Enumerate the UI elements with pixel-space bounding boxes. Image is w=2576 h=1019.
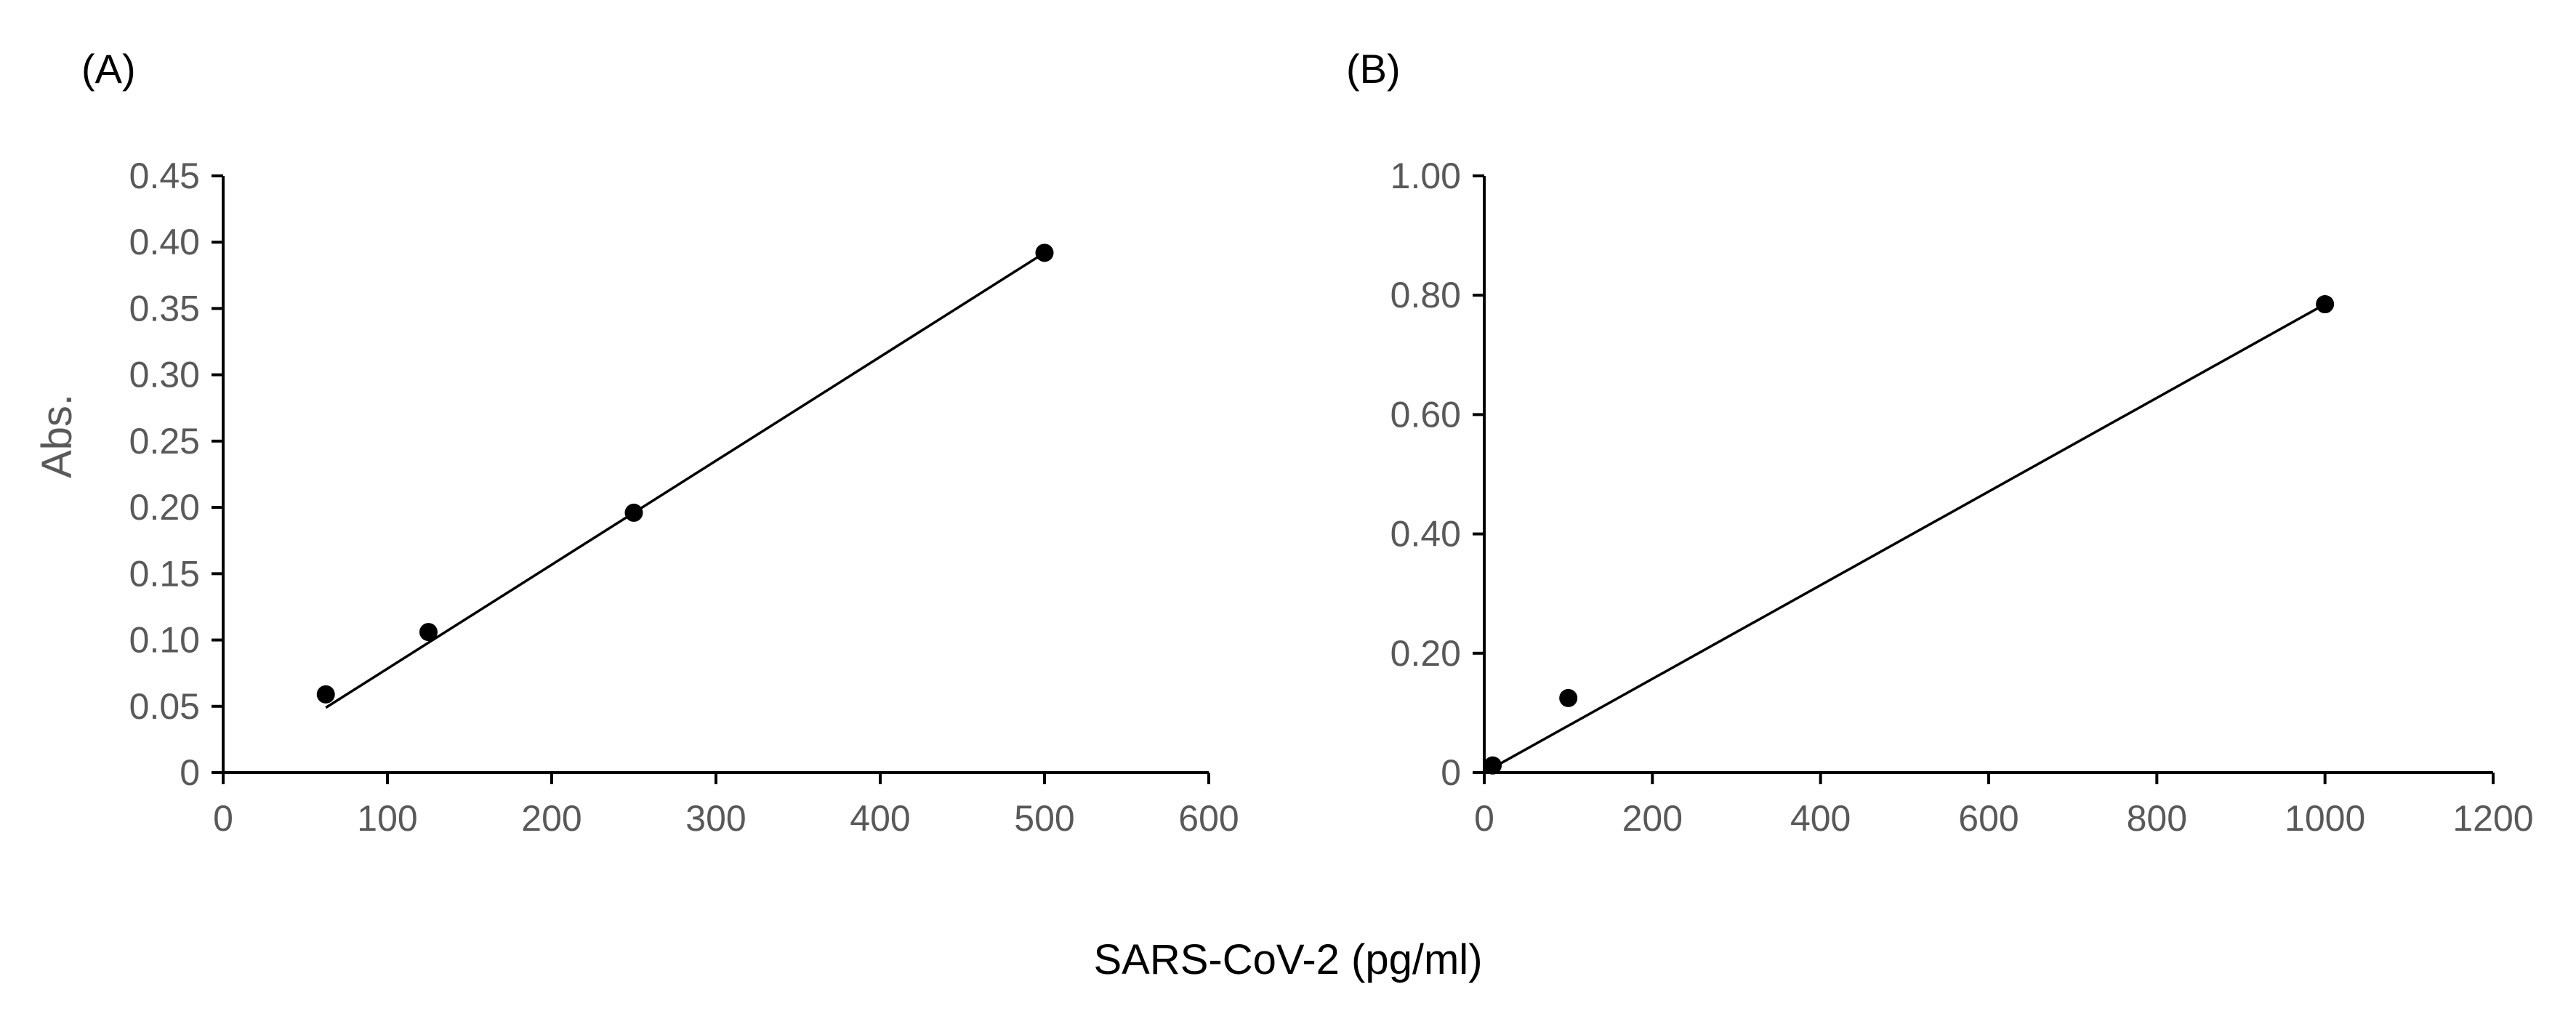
panel-a-y-tick-label: 0 [180,752,200,793]
panel-b-x-tick-label: 0 [1474,798,1494,839]
panel-a-label: (A) [81,46,136,92]
panel-b-x-tick-label: 1200 [2452,798,2533,839]
panel-a-x-tick-label: 600 [1178,798,1239,839]
panel-a-data-point [419,623,438,642]
panel-b-y-tick-label: 0.40 [1390,514,1461,555]
panel-b-x-ticks: 0 200 400 600 800 1000 1200 [1474,773,2534,839]
panel-a-y-tick-label: 0.40 [129,222,200,262]
panel-a-y-tick-label: 0.05 [129,686,200,727]
panel-b-data-point [1559,688,1578,707]
panel-b-y-tick-label: 1.00 [1390,156,1461,196]
panel-b-y-ticks: 0 0.20 0.40 0.60 0.80 1.00 [1390,156,1484,793]
panel-a-y-tick-label: 0.20 [129,487,200,528]
panel-a-x-tick-label: 200 [521,798,581,839]
panel-a-trendline [325,251,1045,709]
panel-a-points [316,243,1054,704]
panel-b-y-tick-label: 0 [1441,752,1461,793]
panel-b-y-tick-label: 0.20 [1390,633,1461,674]
panel-a-data-point [624,503,643,522]
panel-b-label: (B) [1346,46,1401,92]
panel-a-y-tick-label: 0.30 [129,355,200,395]
panel-a-y-tick-label: 0.15 [129,553,200,594]
panel-b-x-tick-label: 400 [1790,798,1851,839]
panel-a: (A) Abs. 0 0.05 0.10 0.15 0.20 0.25 0.30 0.35 0.… [33,46,1239,839]
panel-b-data-point [1484,756,1502,775]
panel-b: (B) 0 0.20 0.40 0.60 0.80 1.00 0 200 400 600 800 1… [1346,46,2534,839]
panel-b-y-tick-label: 0.80 [1390,275,1461,315]
panel-b-y-tick-label: 0.60 [1390,394,1461,435]
panel-a-x-tick-label: 500 [1014,798,1074,839]
panel-a-y-tick-label: 0.25 [129,421,200,462]
panel-a-x-ticks: 0 100 200 300 400 500 600 [213,773,1239,839]
panel-b-x-tick-label: 1000 [2285,798,2365,839]
panel-a-x-tick-label: 400 [850,798,910,839]
panel-a-y-tick-label: 0.45 [129,156,200,196]
panel-b-x-tick-label: 200 [1622,798,1683,839]
panel-a-x-tick-label: 300 [685,798,746,839]
panel-b-points [1484,295,2335,775]
panel-a-y-tick-label: 0.10 [129,620,200,661]
panel-a-x-tick-label: 0 [213,798,233,839]
panel-a-y-tick-label: 0.35 [129,288,200,329]
panel-a-y-axis-title: Abs. [33,394,81,478]
panel-a-data-point [1035,243,1054,262]
panel-b-data-point [2316,295,2335,314]
panel-b-x-tick-label: 800 [2127,798,2187,839]
panel-a-x-tick-label: 100 [357,798,417,839]
panel-b-trendline [1492,302,2326,769]
panel-b-x-tick-label: 600 [1958,798,2018,839]
panel-a-y-ticks: 0 0.05 0.10 0.15 0.20 0.25 0.30 0.35 0.40 0.45 [129,156,223,793]
shared-x-axis-title: SARS-CoV-2 (pg/ml) [1093,936,1482,983]
panel-a-data-point [316,685,335,704]
